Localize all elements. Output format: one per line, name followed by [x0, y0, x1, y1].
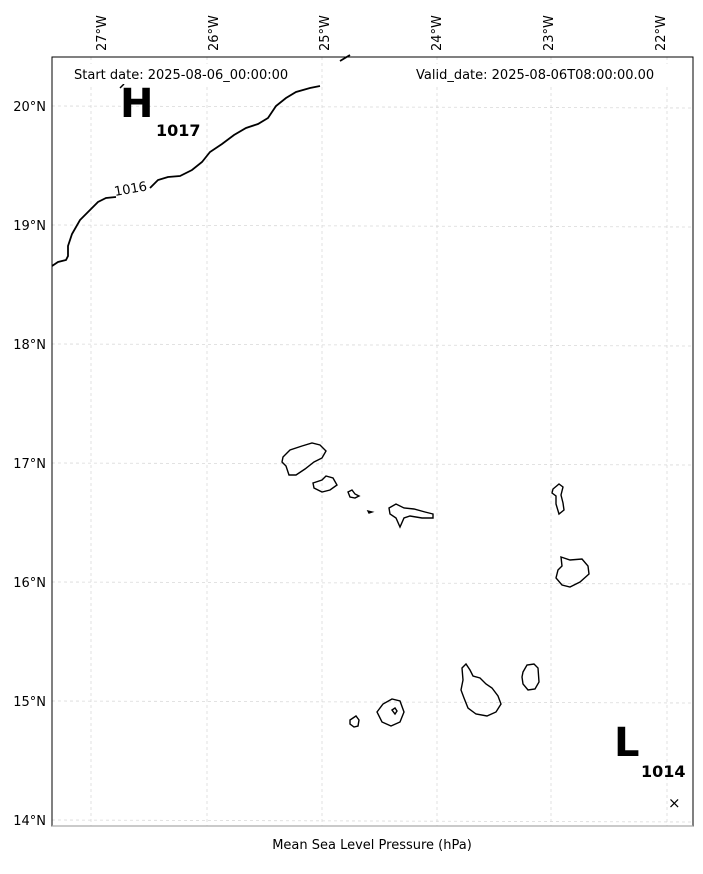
- lon-tick-25w: 25°W: [318, 15, 333, 51]
- lon-tick-24w: 24°W: [430, 15, 445, 51]
- map-xlabel: Mean Sea Level Pressure (hPa): [272, 838, 472, 853]
- island-sao-nicolau: [388, 503, 434, 529]
- low-pressure-marker: ×: [668, 794, 681, 812]
- island-santiago: [460, 662, 502, 717]
- lat-tick-14n: 14°N: [13, 814, 46, 829]
- island-sao-vicente: [312, 475, 338, 493]
- lon-tick-27w: 27°W: [95, 15, 110, 51]
- map-frame: [51, 56, 694, 827]
- cape-verde-islands: [281, 442, 590, 728]
- high-pressure-value: 1017: [156, 121, 201, 140]
- island-boa-vista: [555, 555, 590, 588]
- graticule: [51, 57, 694, 826]
- isobar-1016-fragment: [119, 83, 125, 89]
- start-date: Start date: 2025-08-06_00:00:00: [74, 68, 288, 83]
- lat-tick-19n: 19°N: [13, 219, 46, 234]
- island-brava: [349, 715, 360, 728]
- lat-tick-18n: 18°N: [13, 338, 46, 353]
- island-santo-antao: [281, 442, 327, 476]
- island-branco: [366, 509, 375, 514]
- lon-tick-22w: 22°W: [654, 15, 669, 51]
- island-sal: [551, 483, 565, 516]
- low-pressure-letter: L: [614, 720, 640, 766]
- latitude-labels: 20°N 19°N 18°N 17°N 16°N 15°N 14°N: [13, 100, 46, 829]
- island-santa-luzia: [347, 489, 361, 499]
- island-fogo-crater: [390, 707, 398, 716]
- valid-date-box: [412, 64, 675, 84]
- low-pressure-value: 1014: [641, 762, 686, 781]
- island-fogo: [376, 698, 405, 727]
- lat-tick-20n: 20°N: [13, 100, 46, 115]
- lat-tick-15n: 15°N: [13, 695, 46, 710]
- longitude-labels: 27°W 26°W 25°W 24°W 23°W 22°W: [95, 15, 669, 51]
- valid-date: Valid_date: 2025-08-06T08:00:00.00: [416, 68, 654, 83]
- island-maio: [521, 663, 540, 691]
- isobar-1016: [51, 54, 351, 267]
- lat-tick-17n: 17°N: [13, 457, 46, 472]
- high-pressure-letter: H: [120, 81, 153, 127]
- lon-tick-23w: 23°W: [542, 15, 557, 51]
- start-date-box: [70, 64, 308, 84]
- isobar-label: 1016: [113, 179, 148, 200]
- lon-tick-26w: 26°W: [207, 15, 222, 51]
- lat-tick-16n: 16°N: [13, 576, 46, 591]
